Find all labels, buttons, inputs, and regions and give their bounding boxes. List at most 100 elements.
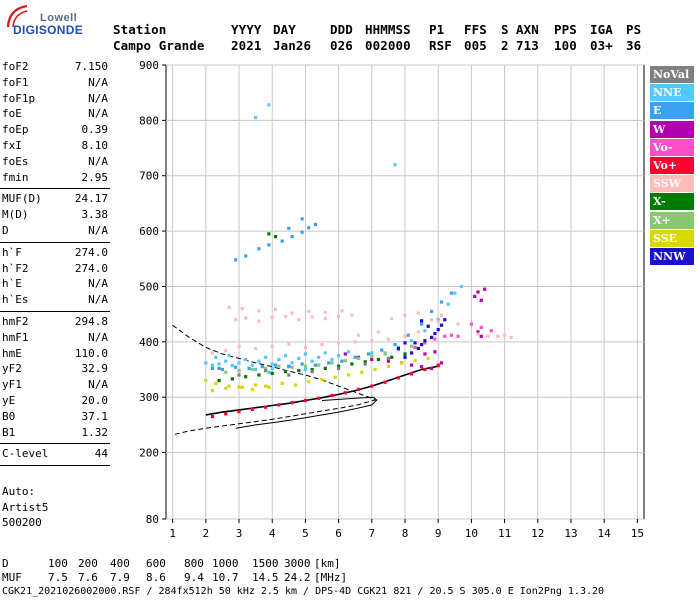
- data-point: [393, 343, 397, 347]
- data-point: [479, 298, 483, 302]
- trace-dashed-profile: [172, 324, 377, 436]
- data-point: [210, 366, 215, 370]
- data-point: [290, 311, 294, 315]
- data-point: [323, 366, 327, 370]
- data-point: [436, 318, 440, 322]
- param-name: fxI: [2, 139, 22, 152]
- data-point: [250, 363, 254, 367]
- param-name: C-level: [2, 447, 49, 461]
- data-point: [436, 364, 440, 368]
- param-value: 37.1: [81, 409, 109, 423]
- param-value: N/A: [88, 107, 108, 121]
- data-point: [383, 351, 387, 355]
- trace-solid-profile: [235, 396, 378, 429]
- data-point: [323, 317, 327, 321]
- data-point: [330, 393, 334, 398]
- data-point: [317, 363, 321, 367]
- data-point: [363, 362, 367, 366]
- data-point: [244, 316, 248, 320]
- data-point: [449, 291, 454, 295]
- data-point: [433, 337, 437, 341]
- param-value: 44: [94, 447, 108, 461]
- distance-unit: [km]: [314, 557, 341, 570]
- data-point: [244, 375, 248, 379]
- header-yyyy-label: YYYY: [231, 22, 262, 37]
- distance-value: 800: [184, 557, 204, 570]
- data-point: [240, 307, 244, 311]
- data-point: [489, 329, 493, 333]
- data-point: [257, 373, 261, 377]
- legend-item: NNE: [650, 84, 694, 102]
- param-name: D: [2, 224, 9, 237]
- param-separator: [0, 241, 110, 243]
- header-station-value: Campo Grande: [113, 38, 205, 53]
- data-point: [264, 369, 268, 373]
- data-point: [320, 343, 324, 347]
- y-tick-label: 400: [139, 336, 159, 349]
- param-value: 3.38: [81, 208, 109, 222]
- data-point: [439, 323, 444, 327]
- data-point: [254, 346, 258, 351]
- x-tick-label: 10: [465, 527, 478, 540]
- param-name: h`F: [2, 245, 22, 259]
- data-point: [237, 369, 241, 373]
- data-point: [370, 384, 374, 388]
- data-point: [254, 367, 258, 372]
- data-point: [290, 401, 294, 405]
- data-point: [270, 344, 274, 348]
- data-point: [234, 258, 238, 262]
- legend-item: W: [650, 120, 694, 138]
- data-point: [386, 364, 390, 368]
- autoscale-software: Artist5: [2, 501, 49, 514]
- data-point: [340, 309, 344, 313]
- data-point: [403, 352, 407, 356]
- y-tick-label: 80: [146, 513, 159, 526]
- legend-item: NoVal: [650, 66, 694, 83]
- x-tick-label: 11: [498, 527, 511, 540]
- data-point: [283, 354, 288, 358]
- data-point: [277, 403, 281, 407]
- data-point: [486, 334, 490, 338]
- data-point: [214, 381, 218, 385]
- data-point: [273, 235, 278, 239]
- param-name: hmF2: [2, 315, 29, 328]
- distance-value: 600: [146, 557, 166, 570]
- distance-value: 1500: [252, 557, 279, 570]
- data-point: [423, 352, 427, 356]
- data-point: [343, 391, 347, 395]
- data-point: [234, 318, 238, 322]
- header-s-label: S: [501, 22, 509, 37]
- data-point: [244, 254, 248, 258]
- x-tick-label: 2: [203, 527, 210, 540]
- legend-item: NNW: [650, 248, 694, 265]
- param-value: 7.150: [74, 60, 108, 73]
- data-point: [430, 335, 434, 339]
- data-point: [270, 371, 274, 375]
- data-point: [410, 372, 414, 376]
- param-value: 274.0: [74, 245, 108, 259]
- data-point: [277, 364, 281, 368]
- data-point: [244, 357, 248, 362]
- data-point: [210, 363, 215, 367]
- y-tick-label: 500: [139, 280, 159, 293]
- data-point: [436, 320, 440, 324]
- data-point: [303, 364, 307, 368]
- data-point: [307, 226, 311, 230]
- param-name: foE: [2, 107, 22, 121]
- data-point: [237, 385, 241, 389]
- data-point: [240, 385, 244, 389]
- data-point: [443, 318, 447, 322]
- data-point: [323, 351, 327, 355]
- data-point: [250, 367, 254, 372]
- header-station-label: Station: [113, 22, 167, 37]
- data-point: [439, 300, 444, 304]
- data-point: [413, 359, 417, 363]
- param-name: foF2: [2, 60, 29, 73]
- x-tick-label: 5: [302, 527, 309, 540]
- data-point: [297, 369, 301, 373]
- data-point: [303, 398, 307, 403]
- data-point: [264, 384, 268, 388]
- legend-item: Vo+: [650, 157, 694, 174]
- data-point: [307, 309, 311, 313]
